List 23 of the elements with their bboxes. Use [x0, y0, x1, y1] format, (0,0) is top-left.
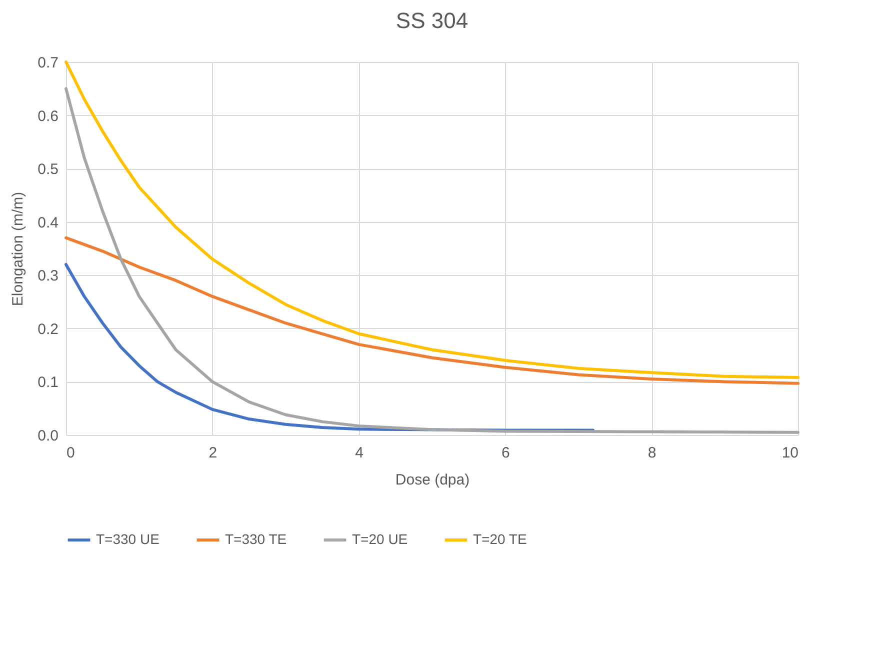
y-tick-label: 0.0 [38, 428, 58, 444]
y-tick-label: 0.7 [38, 54, 58, 72]
legend-label: T=20 UE [352, 531, 408, 547]
legend-label: T=330 UE [96, 531, 160, 547]
legend-label: T=20 TE [473, 531, 527, 547]
y-tick-label: 0.3 [38, 268, 58, 285]
y-tick-label: 0.6 [38, 108, 58, 125]
y-axis-title: Elongation (m/m) [10, 192, 27, 306]
y-tick-label: 0.1 [38, 374, 58, 392]
y-tick-label: 0.5 [38, 161, 58, 178]
x-axis-title: Dose (dpa) [395, 472, 470, 488]
x-tick-label: 8 [648, 444, 656, 462]
x-tick-label: 4 [355, 444, 364, 462]
y-tick-label: 0.2 [38, 320, 58, 338]
line-series [64, 236, 800, 385]
legend-label: T=330 TE [225, 531, 287, 547]
x-tick-label: 2 [208, 444, 218, 462]
line-series [64, 87, 800, 434]
x-tick-label: 6 [502, 444, 510, 462]
y-tick-label: 0.4 [38, 214, 58, 232]
x-tick-label: 10 [782, 444, 798, 462]
chart-title: SS 304 [396, 8, 468, 33]
x-tick-label: 0 [66, 444, 75, 462]
